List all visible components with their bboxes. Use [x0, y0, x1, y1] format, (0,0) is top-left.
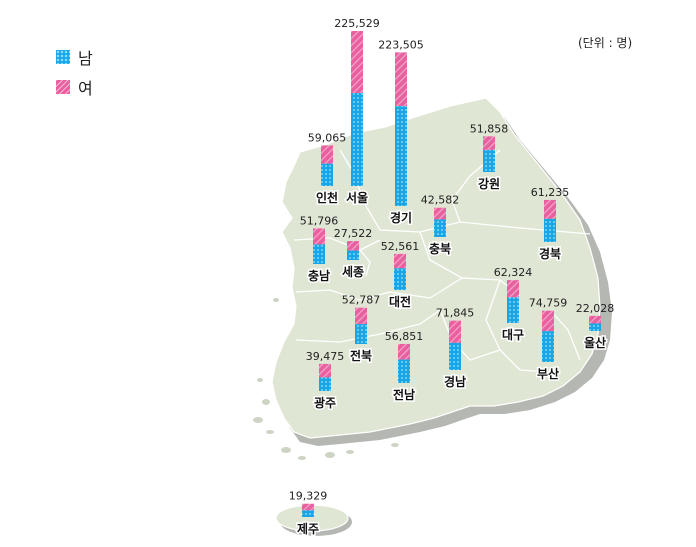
- value-label-서울: 225,529: [334, 17, 380, 30]
- value-label-부산: 74,759: [529, 297, 568, 310]
- bar-male-대구: [507, 297, 519, 323]
- legend-item-female: 여: [56, 72, 93, 102]
- bar-female-대전: [394, 253, 406, 269]
- legend-label-male: 남: [78, 49, 93, 68]
- bar-female-세종: [347, 241, 359, 251]
- legend-swatch-female: [56, 80, 70, 94]
- value-label-충북: 42,582: [421, 194, 460, 207]
- bar-male-부산: [542, 331, 554, 362]
- bar-male-경남: [449, 342, 461, 370]
- value-label-경남: 71,845: [436, 307, 475, 320]
- region-label-대전: 대전: [389, 294, 411, 309]
- value-label-제주: 19,329: [289, 490, 328, 503]
- region-label-경기: 경기: [390, 210, 412, 225]
- bar-female-전북: [355, 307, 367, 325]
- bar-male-서울: [351, 93, 363, 186]
- region-label-세종: 세종: [342, 264, 364, 279]
- region-label-대구: 대구: [502, 328, 524, 342]
- region-label-울산: 울산: [584, 335, 606, 350]
- region-label-제주: 제주: [297, 522, 319, 536]
- bar-male-제주: [302, 510, 314, 517]
- province-borders: [293, 149, 591, 373]
- region-label-충남: 충남: [308, 268, 330, 283]
- bar-male-울산: [589, 323, 601, 331]
- bar-female-전남: [398, 343, 410, 360]
- bar-female-서울: [351, 31, 363, 93]
- region-label-서울: 서울: [346, 190, 368, 205]
- region-label-부산: 부산: [537, 366, 559, 381]
- region-label-인천: 인천: [316, 190, 338, 205]
- value-label-전남: 56,851: [385, 330, 424, 343]
- bar-male-강원: [483, 149, 495, 172]
- legend: 남 여: [56, 42, 93, 102]
- bar-male-충북: [434, 219, 446, 237]
- value-label-세종: 27,522: [334, 227, 373, 240]
- value-label-경기: 223,505: [378, 38, 424, 51]
- bar-male-충남: [313, 244, 325, 264]
- bar-male-경북: [544, 218, 556, 242]
- islands: [253, 298, 399, 460]
- bar-female-울산: [589, 315, 601, 324]
- bar-female-대구: [507, 280, 519, 298]
- bar-female-경남: [449, 320, 461, 343]
- value-label-울산: 22,028: [576, 302, 615, 315]
- value-label-대구: 62,324: [494, 266, 533, 279]
- bar-male-인천: [321, 163, 333, 186]
- bar-male-전북: [355, 324, 367, 344]
- legend-swatch-male: [56, 50, 70, 64]
- value-label-인천: 59,065: [308, 131, 347, 144]
- bar-female-강원: [483, 136, 495, 150]
- region-label-강원: 강원: [478, 177, 500, 191]
- bar-female-인천: [321, 145, 333, 164]
- legend-label-female: 여: [78, 79, 93, 98]
- bar-female-제주: [302, 503, 314, 511]
- bar-male-경기: [395, 106, 407, 206]
- region-label-경남: 경남: [444, 374, 466, 389]
- region-label-전남: 전남: [393, 387, 415, 402]
- bar-female-광주: [319, 363, 331, 378]
- value-label-대전: 52,561: [381, 240, 420, 253]
- bar-female-충남: [313, 228, 325, 245]
- bar-female-부산: [542, 310, 554, 332]
- region-label-충북: 충북: [429, 241, 451, 256]
- legend-item-male: 남: [56, 42, 93, 72]
- bars-layer: 225,529 서울 223,505 경기 59,065 인천 51,858 강원 42,582…: [289, 17, 615, 538]
- value-label-경북: 61,235: [531, 186, 570, 199]
- bar-male-광주: [319, 377, 331, 391]
- bar-female-충북: [434, 207, 446, 220]
- unit-note: (단위 : 명): [578, 36, 633, 50]
- bar-male-세종: [347, 250, 359, 260]
- region-label-광주: 광주: [314, 395, 336, 410]
- region-label-경북: 경북: [539, 247, 561, 261]
- region-label-전북: 전북: [350, 348, 372, 363]
- bar-male-대전: [394, 268, 406, 290]
- bar-female-경기: [395, 52, 407, 107]
- bar-female-경북: [544, 199, 556, 219]
- bar-male-전남: [398, 359, 410, 383]
- value-label-충남: 51,796: [300, 214, 339, 227]
- value-label-광주: 39,475: [306, 350, 345, 363]
- value-label-전북: 52,787: [342, 294, 381, 307]
- value-label-강원: 51,858: [470, 122, 509, 135]
